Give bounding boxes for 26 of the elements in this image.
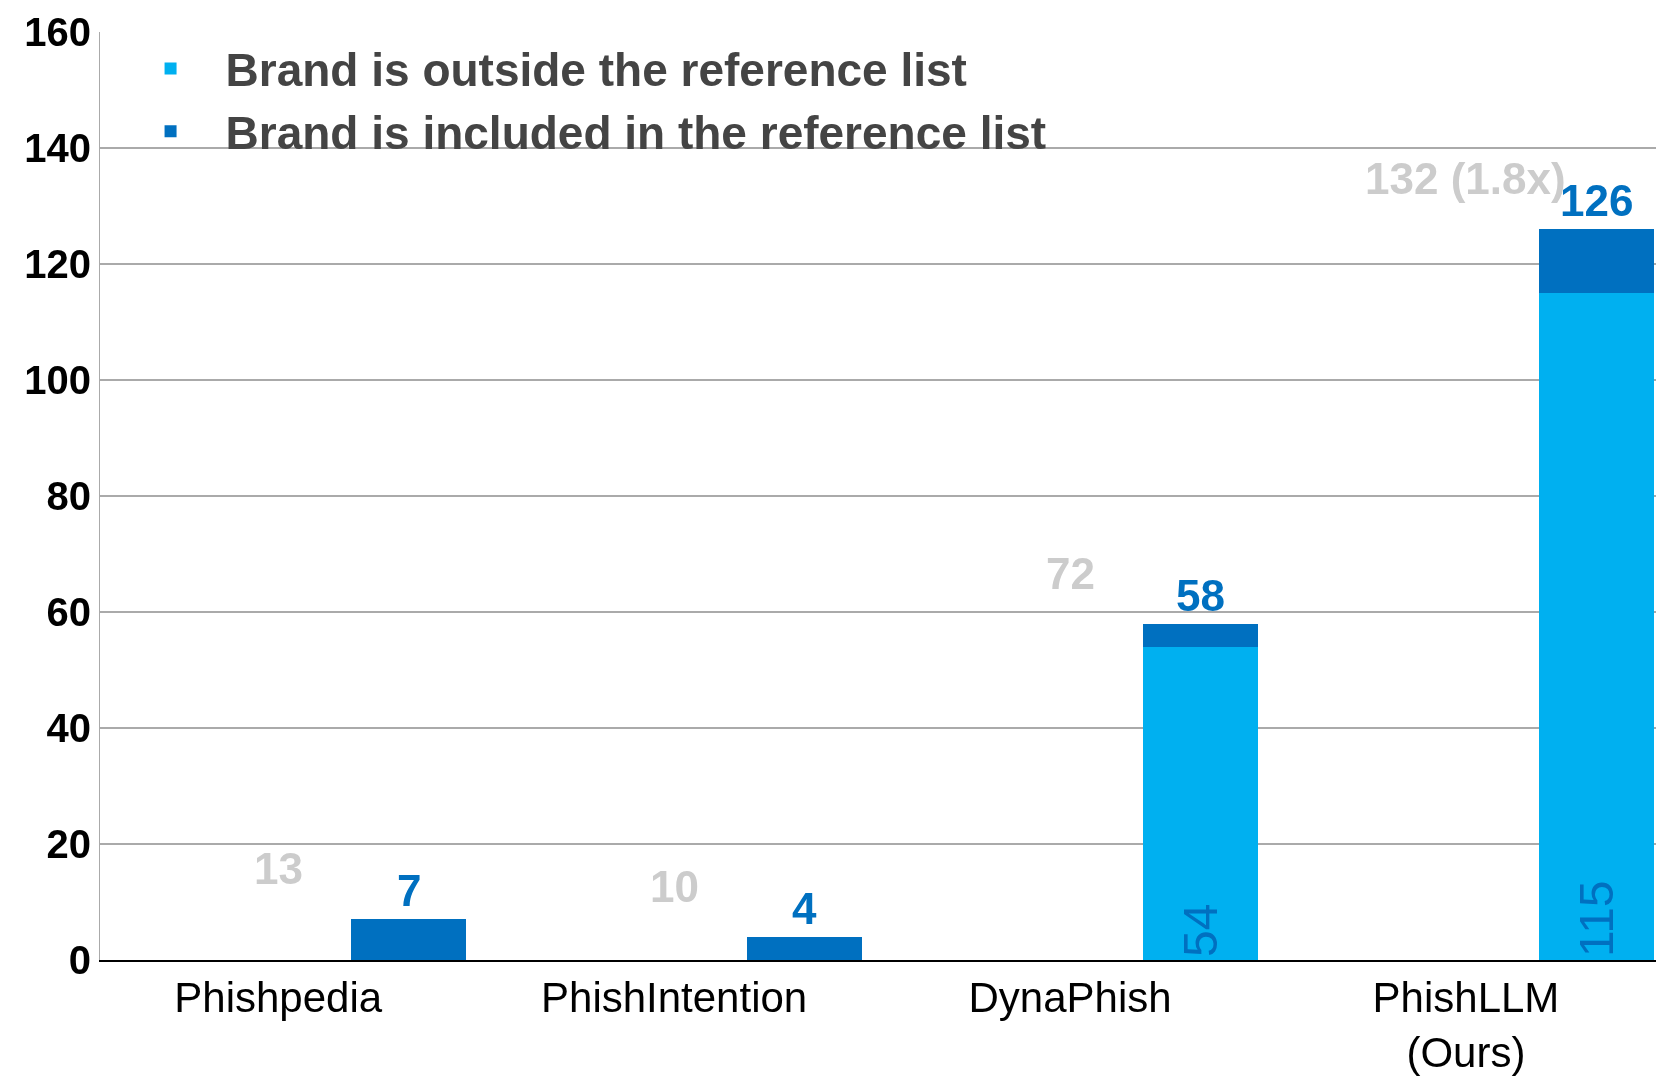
y-tick-label: 20 — [46, 822, 91, 866]
data-label: 54 — [1174, 903, 1228, 957]
y-tick-label: 80 — [46, 474, 91, 518]
y-tick-label: 40 — [46, 706, 91, 750]
legend-label: Brand is included in the reference list — [225, 107, 1047, 160]
total-label: 58 — [1176, 571, 1225, 620]
y-tick-label: 160 — [24, 10, 91, 54]
total-label: 4 — [792, 884, 817, 933]
legend-label: Brand is outside the reference list — [225, 44, 967, 97]
y-tick-label: 140 — [24, 126, 91, 170]
y-tick-label: 60 — [46, 590, 91, 634]
bar — [351, 919, 467, 960]
data-label: 115 — [1570, 880, 1624, 957]
y-tick-label: 0 — [68, 938, 91, 982]
bar — [1143, 646, 1259, 960]
y-tick-label: 120 — [24, 242, 91, 286]
y-tick-label: 100 — [24, 358, 91, 402]
bar — [1539, 229, 1655, 293]
total-label: 7 — [397, 866, 422, 915]
bar — [1143, 623, 1259, 647]
x-tick-label: DynaPhish — [968, 974, 1172, 1022]
bar — [1539, 293, 1655, 960]
x-tick-label: PhishIntention — [541, 974, 808, 1022]
bar — [747, 936, 863, 960]
x-tick-label: PhishLLM (Ours) — [1372, 974, 1560, 1076]
x-tick-label: Phishpedia — [174, 974, 383, 1022]
